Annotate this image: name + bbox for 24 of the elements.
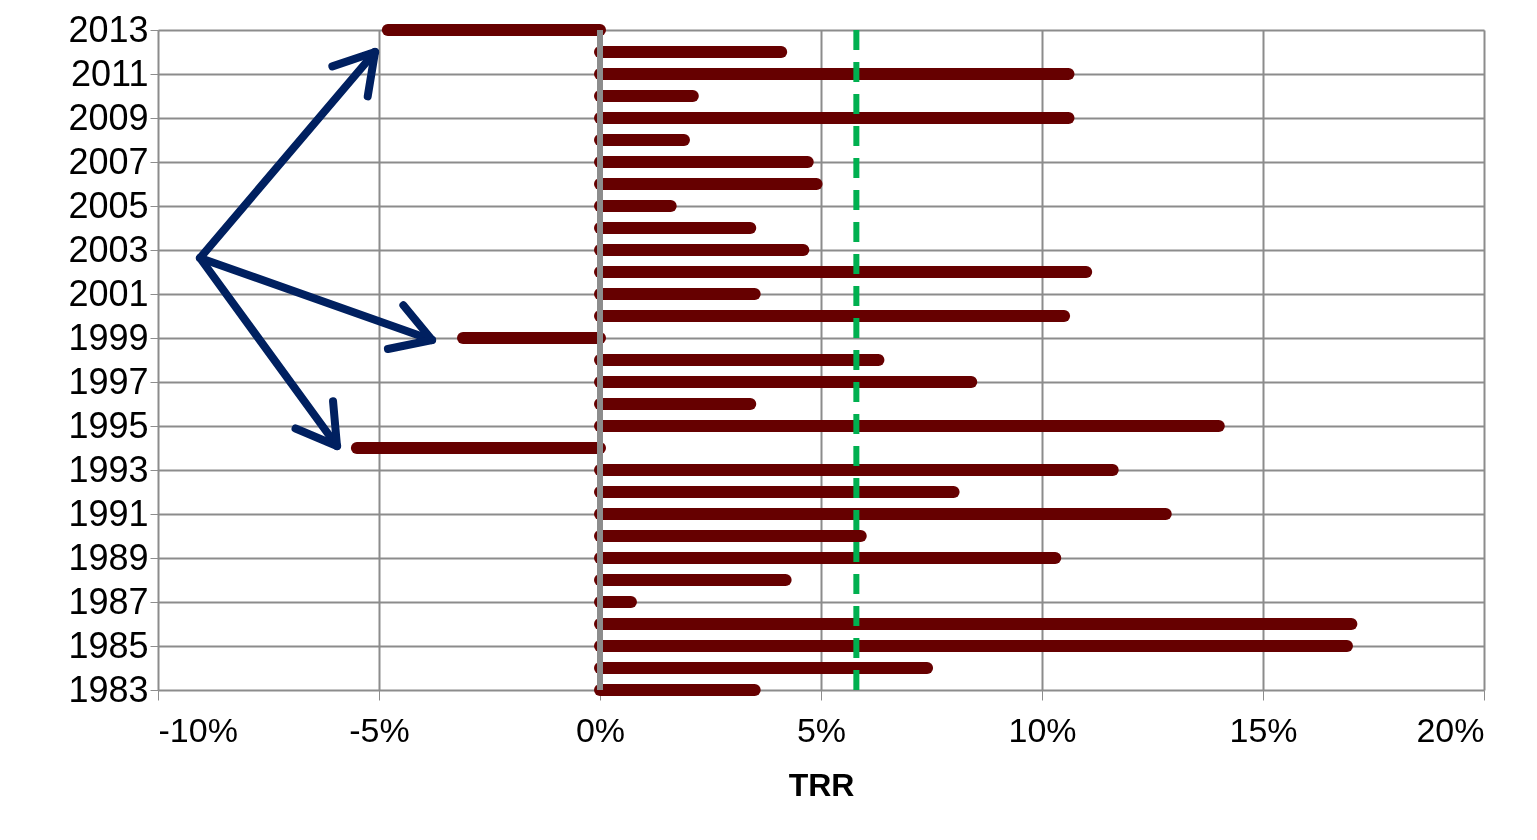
- y-tick-label: 2013: [68, 8, 149, 50]
- x-tick-label: 5%: [796, 710, 847, 749]
- y-tick-label: 1991: [68, 492, 149, 534]
- x-tick-label: 10%: [1008, 710, 1077, 749]
- y-tick-label: 2007: [68, 140, 149, 182]
- x-tick-label: 15%: [1229, 710, 1298, 749]
- y-tick-label: 1995: [68, 404, 149, 446]
- y-tick-label: 1989: [68, 536, 149, 578]
- x-tick-label: -5%: [349, 710, 410, 749]
- y-tick-label: 2005: [68, 184, 149, 226]
- y-tick-label: 1987: [68, 580, 149, 622]
- y-tick-label: 2003: [68, 228, 149, 270]
- x-tick-label: -10%: [158, 710, 238, 749]
- x-tick-label: 20%: [1416, 710, 1485, 749]
- y-tick-label: 2001: [68, 272, 149, 314]
- x-tick-label: 0%: [575, 710, 626, 749]
- x-axis-title: TRR: [788, 766, 855, 803]
- y-tick-label: 1983: [68, 668, 149, 710]
- y-tick-label: 2009: [68, 96, 149, 138]
- y-tick-label: 2011: [71, 52, 149, 94]
- y-tick-label: 1993: [68, 448, 149, 490]
- y-tick-label: 1985: [68, 624, 149, 666]
- y-tick-label: 1999: [68, 316, 149, 358]
- y-tick-label: 1997: [68, 360, 149, 402]
